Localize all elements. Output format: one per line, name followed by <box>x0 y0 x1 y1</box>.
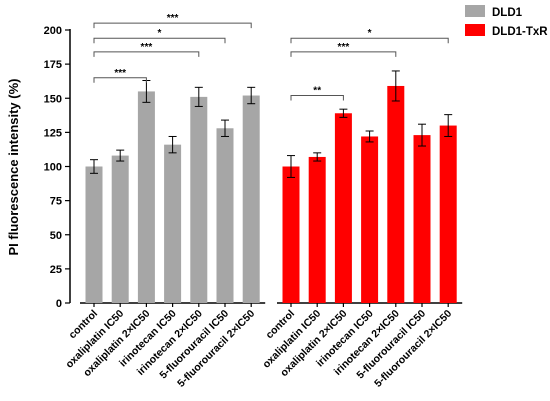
bar <box>334 113 352 303</box>
legend-swatch <box>465 5 485 17</box>
axes: 0 25 50 75 100 125 150 175 200 <box>44 25 463 310</box>
significance-bracket <box>93 22 252 29</box>
significance-label: ** <box>313 86 321 97</box>
y-tick-label: 125 <box>44 127 62 139</box>
legend: DLD1 DLD1-TxR <box>465 5 548 38</box>
significance-bracket <box>290 51 397 57</box>
y-tick-label: 25 <box>50 264 62 276</box>
bars <box>85 70 457 304</box>
y-tick-label: 100 <box>44 162 62 174</box>
bar <box>439 125 457 303</box>
y-tick-label: 50 <box>50 230 62 242</box>
bar <box>387 85 405 303</box>
significance-label: *** <box>141 42 153 53</box>
legend-label: DLD1-TxR <box>492 26 548 38</box>
y-axis-label: PI fluorescence intensity (%) <box>6 79 21 256</box>
bar <box>164 144 182 303</box>
significance-label: * <box>368 28 372 39</box>
y-tick-label: 200 <box>44 25 62 37</box>
bar <box>190 96 208 303</box>
significance-bracket <box>290 95 344 101</box>
y-tick-label: 75 <box>50 196 62 208</box>
bar <box>413 135 431 303</box>
bar <box>308 156 326 303</box>
significance-brackets: **************** <box>93 13 449 101</box>
y-tick-label: 0 <box>56 298 62 310</box>
y-tick-label: 175 <box>44 59 62 71</box>
significance-bracket <box>93 51 200 57</box>
significance-bracket <box>93 77 147 83</box>
bar <box>111 155 129 303</box>
bar <box>361 136 379 303</box>
legend-label: DLD1 <box>492 7 523 19</box>
bar <box>216 128 234 303</box>
significance-label: * <box>158 28 162 39</box>
significance-label: *** <box>167 13 179 24</box>
legend-swatch <box>465 24 485 36</box>
y-tick-label: 150 <box>44 93 62 105</box>
bar <box>242 95 260 304</box>
significance-bracket <box>93 37 226 44</box>
significance-label: *** <box>114 68 126 79</box>
bar <box>282 166 300 303</box>
significance-bracket <box>290 37 449 44</box>
bar <box>137 91 155 303</box>
significance-label: *** <box>338 42 350 53</box>
bar <box>85 166 103 303</box>
